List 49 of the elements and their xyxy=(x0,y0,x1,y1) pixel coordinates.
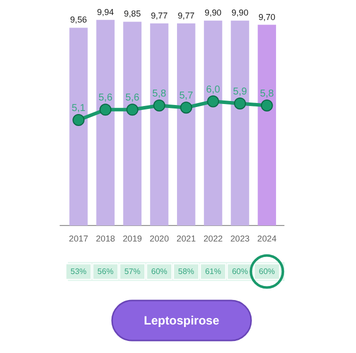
data-label: 9,94 xyxy=(97,6,114,17)
text: 60% xyxy=(151,267,168,276)
data-label: 9,90 xyxy=(204,8,222,18)
text: 60% xyxy=(232,267,248,276)
data-label: 9,77 xyxy=(178,10,195,20)
data-label: 9,70 xyxy=(258,12,276,22)
x-tick-label: 2021 xyxy=(176,234,196,244)
data-label: 9,90 xyxy=(232,8,249,18)
point xyxy=(72,114,85,126)
x-tick-label: 2022 xyxy=(203,234,223,244)
bar xyxy=(230,20,250,226)
text: Leptospirose xyxy=(144,314,220,328)
bar xyxy=(258,24,276,226)
data-label: 6,0 xyxy=(206,84,220,96)
point xyxy=(153,100,166,112)
point xyxy=(207,95,220,108)
data-label: 5,1 xyxy=(72,103,86,114)
data-label: 5,8 xyxy=(260,88,274,100)
x-tick-label: 2024 xyxy=(257,234,277,244)
data-label: 5,7 xyxy=(179,90,194,102)
text: 60% xyxy=(258,267,275,276)
point xyxy=(180,102,192,114)
bar xyxy=(150,23,168,226)
data-label: 9,77 xyxy=(150,10,168,20)
bar xyxy=(69,28,88,226)
point xyxy=(234,97,246,110)
text: 61% xyxy=(205,267,222,276)
bar xyxy=(123,22,142,226)
point xyxy=(99,104,112,116)
x-tick-label: 2017 xyxy=(68,234,88,244)
data-label: 5,6 xyxy=(98,92,113,104)
bar xyxy=(96,20,115,226)
bar xyxy=(177,23,196,226)
data-label: 9,56 xyxy=(70,14,88,25)
point xyxy=(260,100,273,112)
text: 58% xyxy=(178,267,194,276)
text: 56% xyxy=(97,267,114,276)
data-label: 5,9 xyxy=(233,86,248,98)
text: 57% xyxy=(124,267,140,276)
point xyxy=(126,104,138,116)
x-tick-label: 2019 xyxy=(122,234,142,244)
x-tick-label: 2023 xyxy=(230,234,250,244)
x-tick-label: 2020 xyxy=(150,234,170,244)
data-label: 5,8 xyxy=(152,88,167,100)
x-tick-label: 2018 xyxy=(96,234,116,244)
data-label: 5,6 xyxy=(125,92,140,104)
text: 53% xyxy=(70,267,87,276)
bar xyxy=(204,20,222,226)
data-label: 9,85 xyxy=(124,8,141,19)
